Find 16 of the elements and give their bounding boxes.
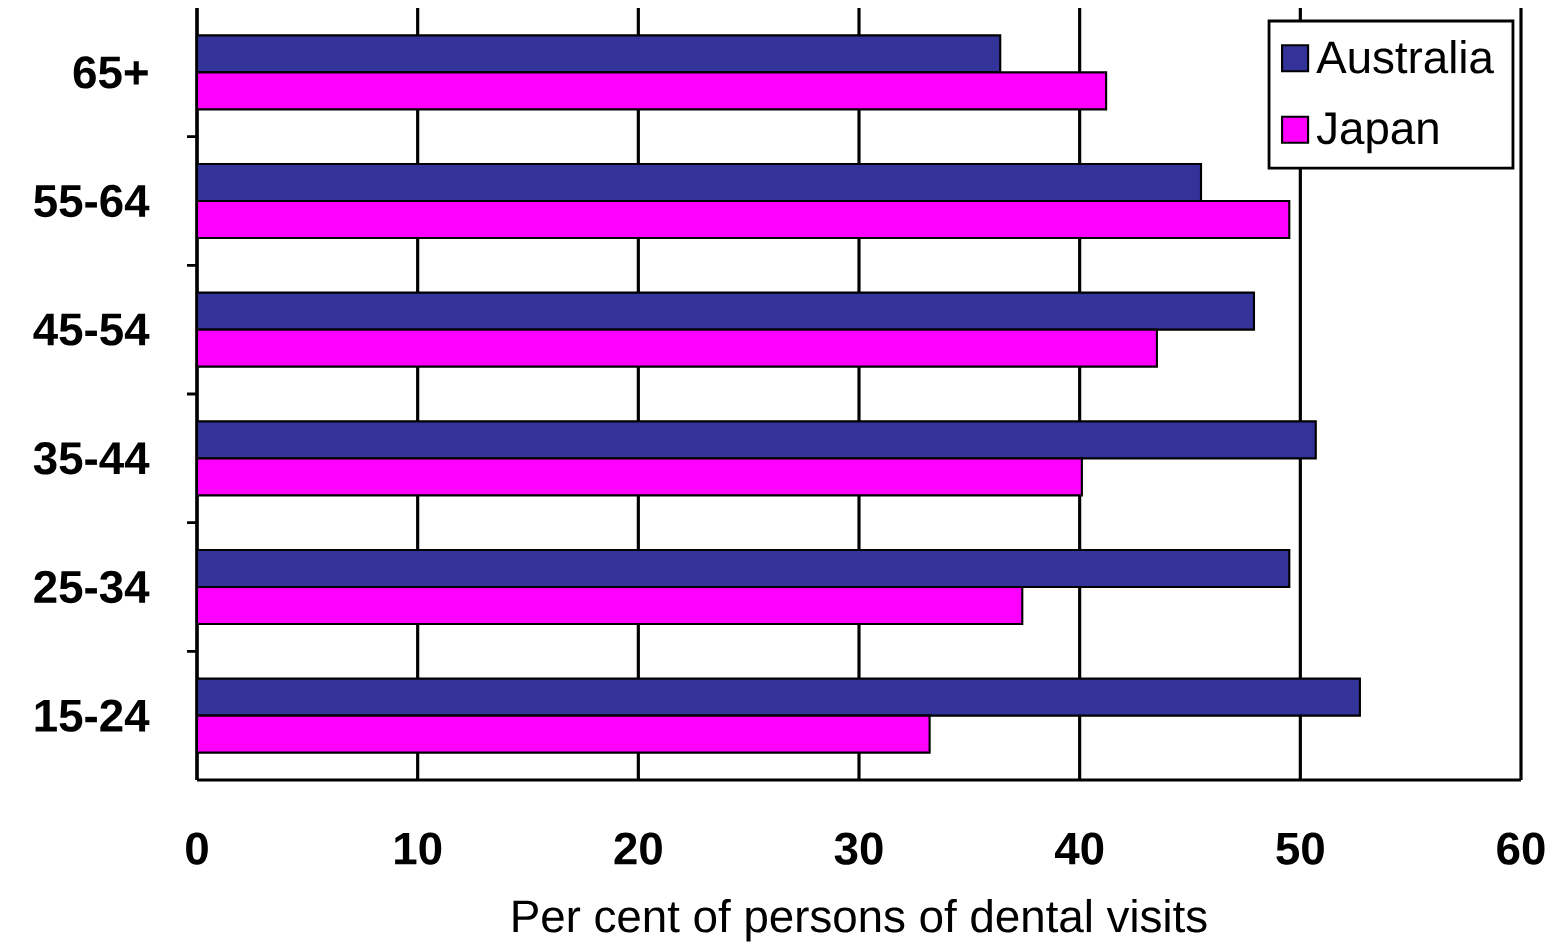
y-tick-label: 45-54 (33, 313, 150, 346)
y-tick-label: 25-34 (34, 570, 150, 604)
y-tick-label: 35-44 (33, 442, 150, 475)
x-tick-label: 40 (1054, 832, 1104, 865)
y-tick-label: 65+ (73, 56, 148, 89)
x-tick-label: 30 (834, 832, 883, 865)
legend-label: Australia (1316, 39, 1494, 74)
x-tick-label: 50 (1276, 832, 1324, 865)
x-axis-title: Per cent of persons of dental visits (513, 898, 1207, 942)
x-tick-label: 0 (186, 832, 208, 865)
x-tick-label: 10 (395, 832, 442, 865)
x-tick-label: 20 (614, 832, 662, 865)
x-tick-label: 60 (1497, 832, 1545, 865)
legend-label: Japan (1316, 112, 1438, 154)
y-tick-label: 55-64 (34, 184, 150, 218)
y-tick-label: 15-24 (35, 699, 150, 732)
